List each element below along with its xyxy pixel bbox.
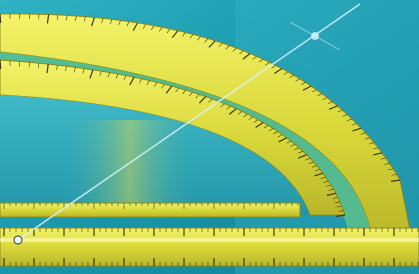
center-point <box>14 236 22 244</box>
tick <box>0 60 1 69</box>
base-highlight <box>0 238 419 242</box>
base-ruler <box>0 228 419 266</box>
inner-base <box>0 203 300 217</box>
tick <box>0 14 1 23</box>
protractor-image <box>0 0 419 274</box>
page: (() => { const g = document.getElementBy… <box>0 0 419 274</box>
